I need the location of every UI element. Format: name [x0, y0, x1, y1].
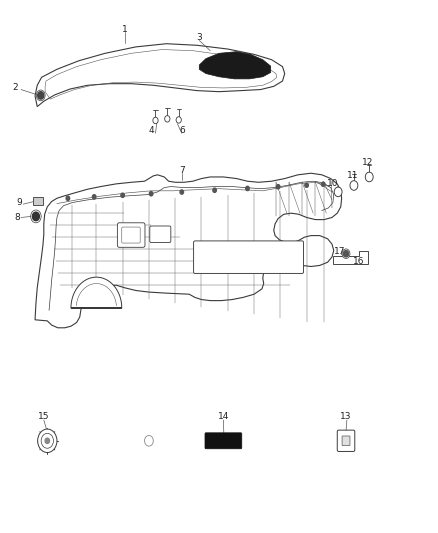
- Circle shape: [350, 181, 358, 190]
- Text: 12: 12: [362, 158, 374, 167]
- Polygon shape: [35, 173, 342, 328]
- Polygon shape: [333, 251, 368, 264]
- FancyBboxPatch shape: [194, 241, 304, 273]
- Circle shape: [153, 117, 158, 124]
- Circle shape: [41, 433, 53, 448]
- Circle shape: [343, 251, 349, 257]
- FancyBboxPatch shape: [205, 433, 242, 449]
- Text: 14: 14: [218, 413, 229, 421]
- Circle shape: [276, 184, 280, 189]
- Circle shape: [342, 249, 350, 259]
- Circle shape: [305, 183, 308, 187]
- Circle shape: [149, 191, 153, 196]
- Circle shape: [36, 90, 45, 101]
- Text: 9: 9: [17, 198, 23, 207]
- Circle shape: [321, 182, 325, 187]
- Circle shape: [66, 196, 70, 200]
- Text: 3: 3: [196, 33, 202, 42]
- Circle shape: [121, 193, 124, 197]
- Circle shape: [176, 117, 181, 123]
- Text: 16: 16: [353, 257, 365, 265]
- Text: 17: 17: [334, 247, 345, 256]
- FancyBboxPatch shape: [342, 436, 350, 446]
- FancyBboxPatch shape: [337, 430, 355, 451]
- Text: 13: 13: [340, 413, 352, 421]
- Text: 6: 6: [179, 126, 185, 135]
- Circle shape: [45, 438, 49, 443]
- FancyBboxPatch shape: [117, 223, 145, 247]
- Text: 4: 4: [148, 126, 154, 135]
- Circle shape: [180, 190, 184, 194]
- Text: 11: 11: [347, 172, 358, 180]
- Polygon shape: [35, 44, 285, 107]
- Polygon shape: [71, 277, 122, 308]
- Text: 8: 8: [14, 213, 21, 222]
- Text: 7: 7: [179, 166, 185, 175]
- Text: 10: 10: [327, 180, 339, 188]
- Polygon shape: [199, 52, 271, 79]
- Circle shape: [334, 187, 342, 197]
- Circle shape: [145, 435, 153, 446]
- Circle shape: [246, 187, 249, 191]
- Text: 2: 2: [13, 84, 18, 92]
- Text: 1: 1: [122, 25, 128, 34]
- Circle shape: [38, 92, 44, 99]
- Circle shape: [32, 212, 39, 221]
- Circle shape: [213, 188, 216, 192]
- FancyBboxPatch shape: [150, 226, 171, 243]
- Circle shape: [365, 172, 373, 182]
- Text: 15: 15: [38, 413, 49, 421]
- FancyBboxPatch shape: [33, 197, 43, 205]
- Circle shape: [165, 116, 170, 122]
- Circle shape: [92, 195, 96, 199]
- Circle shape: [38, 429, 57, 453]
- Circle shape: [31, 210, 41, 223]
- FancyBboxPatch shape: [122, 227, 140, 243]
